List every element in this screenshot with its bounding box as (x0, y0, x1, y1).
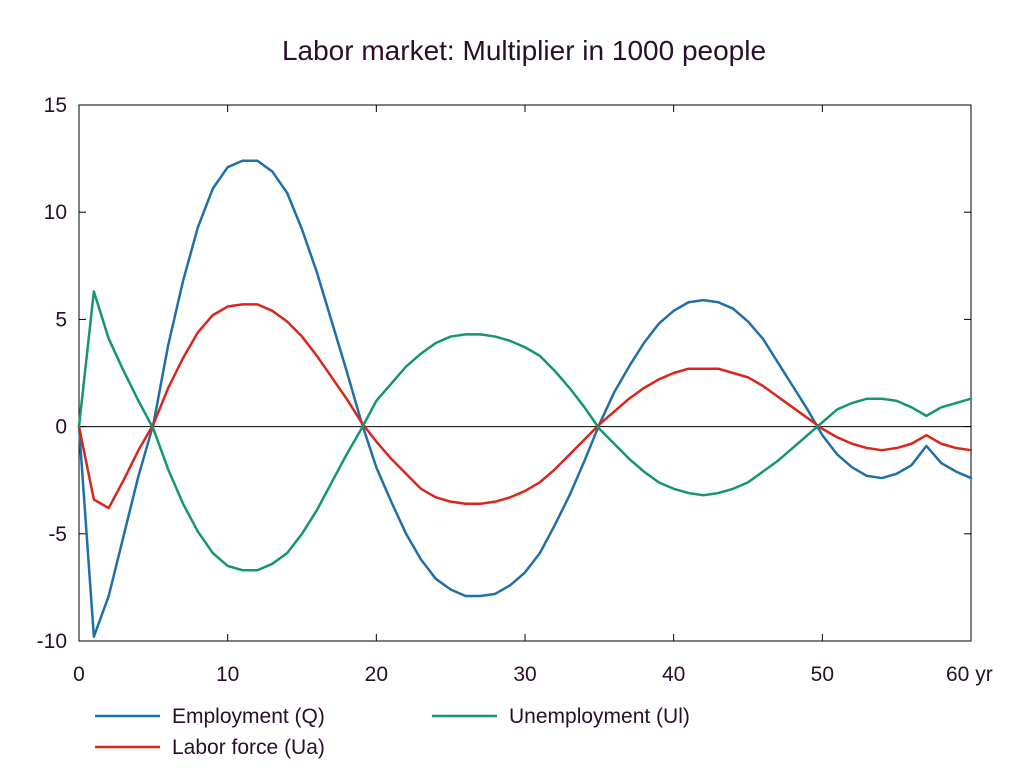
x-tick-label: 20 (365, 663, 388, 686)
x-tick-label: 50 (811, 663, 834, 686)
chart-title: Labor market: Multiplier in 1000 people (282, 35, 766, 66)
x-tick-label: 60 yr (946, 663, 993, 686)
x-tick-label: 30 (513, 663, 536, 686)
legend-label: Labor force (Ua) (172, 736, 325, 759)
y-tick-label: 10 (44, 201, 67, 224)
legend-label: Employment (Q) (172, 705, 325, 728)
x-tick-label: 10 (216, 663, 239, 686)
y-tick-label: 0 (55, 416, 67, 439)
series-line-1 (77, 159, 973, 638)
plot-area: -10 -5 0 5 10 15 0 10 20 30 40 50 60 yr (37, 94, 993, 686)
x-tick-label: 0 (73, 663, 85, 686)
series-line-3 (77, 290, 973, 572)
y-tick-label: -5 (48, 523, 67, 546)
plot-frame (78, 104, 972, 642)
y-tick-label: 15 (44, 94, 67, 117)
series-line-2 (77, 303, 973, 510)
y-tick-label: -10 (37, 630, 67, 653)
legend: Employment (Q) Unemployment (Ul) Labor for… (95, 705, 690, 759)
x-tick-label: 40 (662, 663, 685, 686)
y-tick-label: 5 (55, 308, 67, 331)
legend-label: Unemployment (Ul) (509, 705, 690, 728)
